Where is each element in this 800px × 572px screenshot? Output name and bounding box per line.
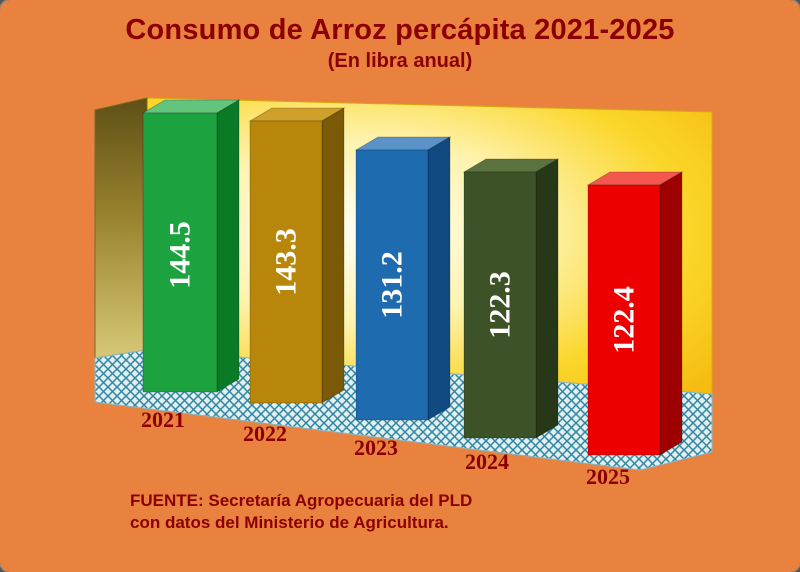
chart-subtitle: (En libra anual) [327,50,473,72]
bar-2021: 144.5 [141,99,241,393]
bar-front-face [587,184,661,456]
bar-2025: 122.4 [586,171,684,456]
bar-side-face [321,107,345,404]
bar-value-label: 143.3 [270,228,303,296]
bar-2022: 143.3 [248,107,346,404]
source-line-1: FUENTE: Secretaría Agropecuaria del PLD [130,491,473,510]
source-note: FUENTE: Secretaría Agropecuaria del PLD … [130,490,472,534]
bar-front-face [249,120,323,404]
category-label-2023: 2023 [354,435,398,460]
bar-side-face [535,158,559,439]
category-label-2024: 2024 [465,449,509,474]
bar-2024: 122.3 [462,158,560,439]
left-wall [94,97,148,359]
bar-value-label: 122.3 [484,271,517,339]
bar-front-face [355,149,429,421]
bar-side-face [427,136,451,421]
bar-front-face [142,112,218,393]
category-label-2025: 2025 [586,464,630,489]
category-label-2022: 2022 [243,421,287,446]
chart-title: Consumo de Arroz percápita 2021-2025 [125,14,675,46]
bar-value-label: 122.4 [608,286,641,354]
bar-value-label: 131.2 [376,251,409,319]
category-label-2021: 2021 [141,407,185,432]
bar-front-face [463,171,537,439]
source-line-2: con datos del Ministerio de Agricultura. [130,513,449,532]
bar-value-label: 144.5 [164,221,197,289]
bar-2023: 131.2 [354,136,452,421]
bar-side-face [216,99,240,393]
x-axis-labels: 2021 2022 2023 2024 2025 [141,407,630,489]
bar-side-face [659,171,683,456]
